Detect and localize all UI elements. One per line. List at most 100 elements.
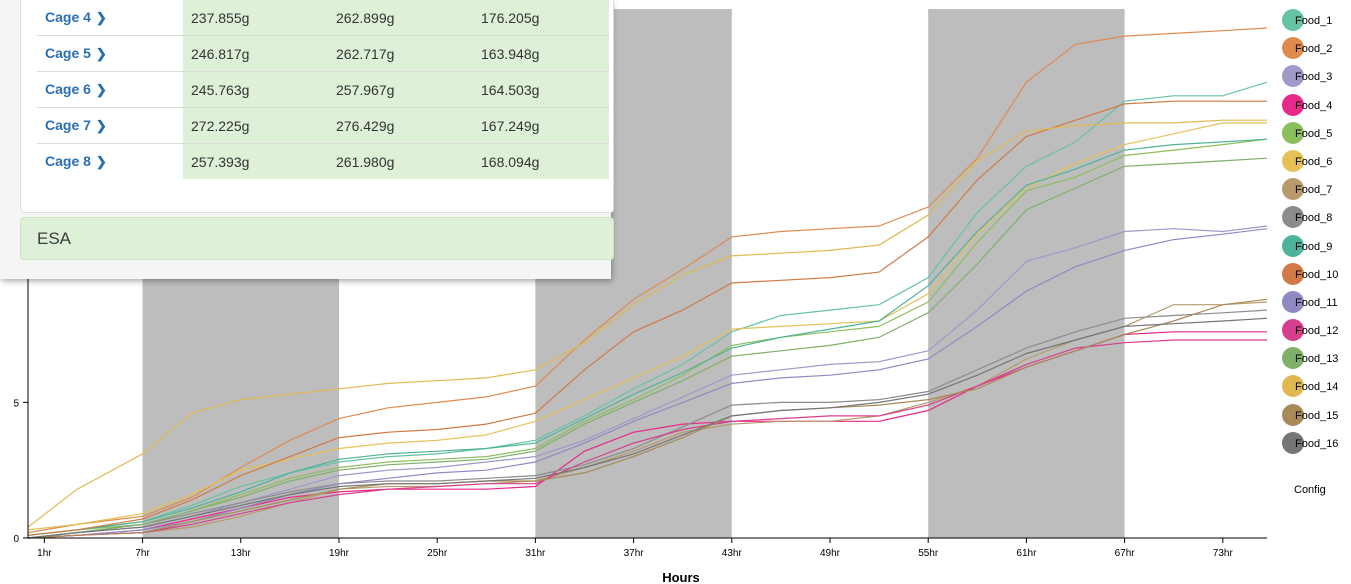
legend-label: Food_16 xyxy=(1295,437,1339,450)
x-tick-label: 31hr xyxy=(525,548,546,559)
x-tick-label: 49hr xyxy=(820,548,841,559)
cage-link[interactable]: Cage 4 ❯ xyxy=(37,0,183,36)
legend-item[interactable]: Food_10 xyxy=(1282,262,1351,290)
legend-item[interactable]: Food_11 xyxy=(1282,290,1351,318)
cage-row: Cage 8 ❯ 257.393g 261.980g 168.094g xyxy=(37,143,609,180)
legend-label: Food_5 xyxy=(1295,127,1333,140)
legend-swatch xyxy=(1282,375,1304,398)
x-tick-label: 37hr xyxy=(624,548,645,559)
cage-value-cell: 272.225g xyxy=(183,107,328,144)
legend-swatch xyxy=(1282,347,1304,370)
legend-label: Food_6 xyxy=(1295,155,1333,168)
cage-label: Cage 7 xyxy=(45,117,91,133)
legend-label: Food_2 xyxy=(1295,43,1333,56)
cage-value-cell: 237.855g xyxy=(183,0,328,36)
dark-period-band xyxy=(928,9,1125,538)
legend-label: Food_7 xyxy=(1295,184,1333,197)
legend-item[interactable]: Food_16 xyxy=(1282,431,1351,459)
legend-item[interactable]: Food_14 xyxy=(1282,374,1351,402)
legend-swatch xyxy=(1282,431,1304,454)
legend-item[interactable]: Food_6 xyxy=(1282,149,1351,177)
y-tick-label: 5 xyxy=(13,398,19,409)
series-lines xyxy=(27,27,1268,539)
legend-swatch xyxy=(1282,403,1304,426)
legend-label: Food_3 xyxy=(1295,71,1333,84)
x-tick-label: 67hr xyxy=(1115,548,1136,559)
series-line xyxy=(27,317,1268,539)
legend-item[interactable]: Food_13 xyxy=(1282,346,1351,374)
legend-swatch xyxy=(1282,290,1304,313)
x-tick-label: 73hr xyxy=(1213,548,1234,559)
legend-swatch xyxy=(1282,178,1304,201)
legend-item[interactable]: Food_1 xyxy=(1282,8,1351,36)
cage-value-cell: 246.817g xyxy=(183,35,328,72)
cage-value-cell: 176.205g xyxy=(473,0,609,36)
legend-swatch xyxy=(1282,319,1304,342)
legend-swatch xyxy=(1282,121,1304,144)
cage-label: Cage 6 xyxy=(45,81,91,97)
chevron-right-icon: ❯ xyxy=(95,10,107,25)
series-line xyxy=(27,309,1268,539)
cage-label: Cage 5 xyxy=(45,45,91,61)
y-tick-label: 0 xyxy=(13,534,19,545)
cage-value-cell: 163.948g xyxy=(473,35,609,72)
esa-section-header[interactable]: ESA xyxy=(20,217,614,260)
legend-item[interactable]: Food_2 xyxy=(1282,36,1351,64)
x-tick-label: 61hr xyxy=(1016,548,1037,559)
x-tick-label: 43hr xyxy=(722,548,743,559)
legend-swatch xyxy=(1282,9,1304,31)
legend-item[interactable]: Food_3 xyxy=(1282,64,1351,92)
series-line xyxy=(27,119,1267,528)
cage-link[interactable]: Cage 6 ❯ xyxy=(37,71,183,108)
cage-summary-panel: Cage 4 ❯ 237.855g 262.899g 176.205g Cage 5 ❯ 24… xyxy=(0,0,614,279)
cage-value-cell: 168.094g xyxy=(473,143,609,179)
cage-value-cell: 257.967g xyxy=(328,71,473,108)
legend-item[interactable]: Food_7 xyxy=(1282,177,1351,205)
x-tick-label: 55hr xyxy=(918,548,939,559)
cage-label: Cage 4 xyxy=(45,9,91,25)
legend-item[interactable]: Food_9 xyxy=(1282,234,1351,262)
legend-swatch xyxy=(1282,206,1304,229)
legend-label: Food_14 xyxy=(1295,381,1339,394)
series-line xyxy=(27,100,1267,536)
legend-item[interactable]: Food_5 xyxy=(1282,121,1351,149)
cage-link[interactable]: Cage 5 ❯ xyxy=(37,35,183,72)
cage-value-cell: 276.429g xyxy=(328,107,473,144)
cage-table: Cage 4 ❯ 237.855g 262.899g 176.205g Cage 5 ❯ 24… xyxy=(37,0,609,179)
legend-label: Food_12 xyxy=(1295,325,1339,338)
legend-label: Food_10 xyxy=(1295,268,1339,281)
x-tick-label: 19hr xyxy=(329,548,350,559)
series-line xyxy=(27,339,1267,539)
legend-item[interactable]: Food_15 xyxy=(1282,403,1351,431)
legend-swatch xyxy=(1282,262,1304,285)
series-line xyxy=(27,122,1267,531)
legend-label: Food_1 xyxy=(1295,15,1333,27)
legend-label: Food_9 xyxy=(1295,240,1333,253)
cage-row: Cage 5 ❯ 246.817g 262.717g 163.948g xyxy=(37,35,609,72)
legend-swatch xyxy=(1282,37,1304,60)
legend-swatch xyxy=(1282,234,1304,257)
cage-value-cell: 257.393g xyxy=(183,143,328,179)
cage-label: Cage 8 xyxy=(45,153,91,169)
series-line xyxy=(27,138,1268,536)
config-button[interactable]: Config xyxy=(1294,484,1326,496)
x-tick-label: 25hr xyxy=(427,548,448,559)
chevron-right-icon: ❯ xyxy=(95,82,107,97)
cage-value-cell: 167.249g xyxy=(473,107,609,144)
legend-item[interactable]: Food_12 xyxy=(1282,318,1351,346)
cage-link[interactable]: Cage 7 ❯ xyxy=(37,107,183,144)
legend-label: Food_13 xyxy=(1295,353,1339,366)
legend-label: Food_11 xyxy=(1295,296,1338,309)
legend-item[interactable]: Food_8 xyxy=(1282,205,1351,233)
cage-link[interactable]: Cage 8 ❯ xyxy=(37,144,183,180)
legend-label: Food_8 xyxy=(1295,212,1333,225)
cage-row: Cage 4 ❯ 237.855g 262.899g 176.205g xyxy=(37,0,609,36)
legend-label: Food_15 xyxy=(1295,409,1339,422)
series-line xyxy=(27,301,1268,539)
legend-item[interactable]: Food_4 xyxy=(1282,93,1351,121)
series-line xyxy=(27,298,1268,539)
x-tick-label: 1hr xyxy=(37,548,52,559)
series-line xyxy=(27,81,1268,536)
x-tick-label: 7hr xyxy=(135,548,150,559)
chevron-right-icon: ❯ xyxy=(95,118,107,133)
